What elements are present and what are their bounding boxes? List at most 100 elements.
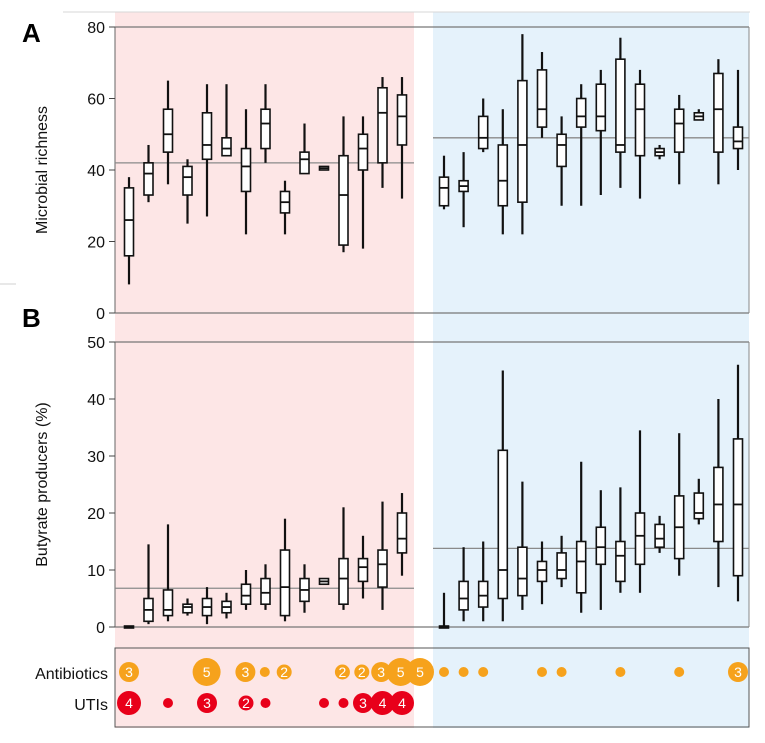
box-iqr	[477, 115, 489, 150]
antibiotics-circle	[371, 662, 392, 682]
panel-b-left-box	[357, 535, 369, 599]
utis-circle	[238, 695, 254, 711]
panel-a-ytick-label: 0	[96, 306, 105, 323]
panel-a-right-box	[438, 155, 450, 210]
box-iqr	[693, 492, 705, 520]
antibiotics-count: 2	[358, 664, 366, 680]
box-iqr	[338, 154, 349, 246]
panel-a-right-box	[615, 37, 626, 188]
antibiotics-circle	[386, 658, 415, 686]
box-iqr	[299, 151, 310, 175]
box-iqr	[556, 133, 567, 168]
panel-a-left-box	[221, 84, 232, 157]
panel-b-right-box	[497, 370, 509, 622]
antibiotics-count: 2	[339, 664, 347, 680]
box-iqr	[536, 69, 548, 128]
panel-b-left-box	[221, 592, 232, 619]
box-iqr	[536, 560, 548, 583]
antibiotics-marker: 5	[192, 658, 221, 686]
antibiotics-count: 3	[734, 664, 742, 680]
panel-a-right-box	[517, 34, 528, 235]
box-iqr	[458, 580, 469, 611]
utis-count: 4	[398, 695, 406, 711]
panel-b-right-box	[438, 592, 450, 629]
panel-a-left-box	[182, 159, 193, 224]
antibiotics-marker	[556, 667, 567, 677]
utis-circle	[163, 698, 173, 708]
utis-count: 3	[359, 695, 367, 711]
box-iqr	[595, 526, 607, 566]
box-iqr	[713, 72, 724, 153]
box-iqr	[477, 580, 489, 608]
antibiotics-circle	[334, 664, 350, 680]
box-iqr	[123, 187, 135, 257]
box-iqr	[615, 540, 626, 583]
antibiotics-marker	[478, 667, 489, 677]
panel-a-left-box	[123, 177, 135, 285]
utis-marker: 4	[370, 691, 395, 715]
antibiotics-circle	[406, 658, 434, 686]
panel-a-left-box	[279, 180, 291, 235]
panel-a-left-box	[201, 84, 213, 217]
box-iqr	[556, 552, 567, 580]
panel-b-left-box	[201, 587, 213, 625]
panel-a-ytick-label: 20	[87, 235, 105, 252]
antibiotics-circle	[439, 667, 449, 677]
antibiotics-circle	[259, 667, 270, 677]
box-iqr	[517, 79, 528, 203]
utis-marker	[163, 698, 173, 708]
box-iqr	[182, 603, 193, 614]
antibiotics-marker	[674, 667, 685, 677]
panel-b-left-box	[299, 564, 310, 613]
box-iqr	[201, 112, 213, 161]
panel-b-right-box	[556, 535, 567, 588]
utis-circle	[319, 698, 329, 708]
panel-b-right-box	[615, 487, 626, 593]
antibiotics-count: 3	[125, 664, 133, 680]
panel-b-ytick-label: 20	[87, 506, 105, 523]
antibiotics-count: 5	[416, 664, 424, 680]
panel-b-left-box	[377, 501, 388, 610]
utis-marker: 4	[390, 691, 414, 715]
panel-b-ylabel: Butyrate producers (%)	[34, 402, 51, 567]
panel-b-right-box	[477, 541, 489, 622]
box-iqr	[673, 108, 685, 153]
panel-a-left-box	[240, 109, 252, 235]
panel-b-left-box	[338, 507, 349, 610]
panel-b-right-box	[575, 461, 587, 613]
panel-b-left-box	[240, 570, 252, 610]
panel-a-ytick-label: 80	[87, 20, 105, 37]
panel-a-right-box	[497, 109, 509, 235]
utis-count: 3	[203, 695, 211, 711]
utis-marker: 4	[117, 691, 141, 715]
utis-circle	[117, 691, 141, 715]
panel-b-left-box	[318, 577, 330, 586]
antibiotics-circle	[235, 662, 256, 682]
box-iqr	[732, 438, 744, 577]
panel-b-left-box	[162, 524, 174, 622]
panel-b-left-box	[396, 493, 408, 576]
box-iqr	[497, 144, 509, 207]
antibiotics-circle	[276, 664, 292, 680]
antibiotics-marker: 2	[334, 664, 350, 680]
panel-a-left-box	[260, 84, 271, 163]
panel-a-right-box	[693, 109, 705, 121]
panel-a-left-box	[396, 77, 408, 199]
panel-b-ytick-label: 0	[96, 620, 105, 637]
utis-marker: 3	[197, 693, 217, 713]
panel-b-right-box	[536, 541, 548, 605]
panel-a-right-box	[673, 94, 685, 185]
antibiotics-marker: 3	[119, 662, 139, 682]
panel-a-ytick-label: 60	[87, 92, 105, 109]
panel-a-right-box	[634, 69, 646, 199]
panel-b-right-box	[673, 433, 685, 576]
panel-b-right-box	[458, 547, 469, 622]
box-iqr	[260, 108, 271, 150]
panel-b-ytick-label: 40	[87, 392, 105, 409]
panel-a-ylabel: Microbial richness	[34, 106, 51, 234]
utis-circle	[370, 691, 395, 715]
panel-a-right-box	[556, 116, 567, 206]
box-iqr	[357, 557, 369, 583]
utis-marker	[338, 698, 349, 708]
antibiotics-marker	[615, 667, 626, 677]
